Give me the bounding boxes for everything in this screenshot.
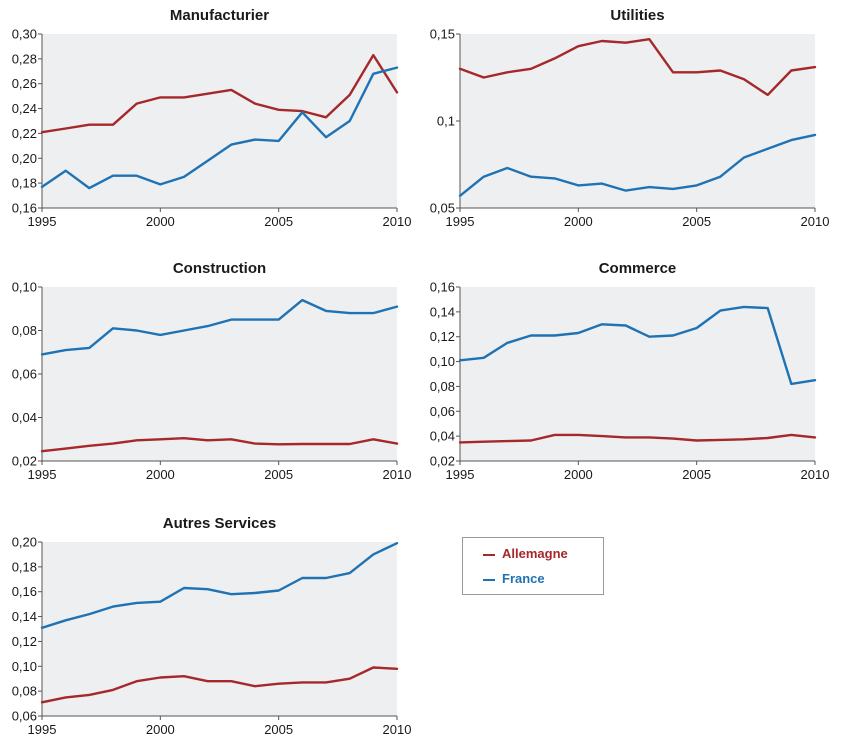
utilities-ytick-label: 0,15 xyxy=(430,27,455,42)
autres-services-ytick-label: 0,14 xyxy=(12,609,37,624)
autres-services-ytick-label: 0,12 xyxy=(12,634,37,649)
autres-services-series-france xyxy=(40,542,399,629)
legend-label-allemagne: Allemagne xyxy=(502,546,568,561)
chart-autres-services: Autres Services 0,06 0,08 0,10 0,12 0,14 0,16 0… xyxy=(12,515,412,737)
manufacturier-ytick-label: 0,30 xyxy=(12,27,37,42)
manufacturier-ytick-label: 0,28 xyxy=(12,51,37,66)
construction-ytick-label: 0,08 xyxy=(12,323,37,338)
commerce-ytick-label: 0,08 xyxy=(430,379,455,394)
commerce-ytick-label: 0,06 xyxy=(430,404,455,419)
manufacturier-xtick-label: 2005 xyxy=(264,214,293,229)
commerce-title: Commerce xyxy=(599,260,677,277)
commerce-ytick-label: 0,10 xyxy=(430,354,455,369)
autres-services-xtick-label: 2000 xyxy=(146,722,175,737)
manufacturier-ytick-label: 0,24 xyxy=(12,101,37,116)
manufacturier-ytick-label: 0,26 xyxy=(12,76,37,91)
chart-commerce: Commerce 0,02 0,04 0,06 0,08 0,10 0,12 0,14 0,16… xyxy=(430,260,830,482)
construction-ytick-label: 0,10 xyxy=(12,280,37,295)
construction-xtick-label: 2000 xyxy=(146,467,175,482)
manufacturier-series-france xyxy=(40,66,399,190)
utilities-xtick-label: 2005 xyxy=(682,214,711,229)
autres-services-plot-area xyxy=(42,542,397,716)
utilities-xtick-label: 1995 xyxy=(446,214,475,229)
commerce-xtick-label: 2005 xyxy=(682,467,711,482)
utilities-xtick-label: 2010 xyxy=(801,214,830,229)
autres-services-xtick-label: 1995 xyxy=(28,722,57,737)
commerce-ytick-label: 0,02 xyxy=(430,454,455,469)
construction-series-france xyxy=(40,298,399,356)
legend-label-france: France xyxy=(502,571,545,586)
manufacturier-xtick-label: 2000 xyxy=(146,214,175,229)
autres-services-xtick-label: 2010 xyxy=(383,722,412,737)
manufacturier-ytick-label: 0,18 xyxy=(12,176,37,191)
manufacturier-ytick-label: 0,20 xyxy=(12,151,37,166)
autres-services-ytick-label: 0,10 xyxy=(12,659,37,674)
commerce-series-allemagne xyxy=(458,433,817,444)
autres-services-ytick-label: 0,08 xyxy=(12,684,37,699)
legend-item-allemagne: Allemagne xyxy=(483,546,568,561)
construction-series-allemagne xyxy=(40,437,399,453)
utilities-plot-area xyxy=(460,34,815,208)
manufacturier-series-allemagne xyxy=(40,53,399,134)
construction-title: Construction xyxy=(173,260,266,277)
utilities-ytick-label: 0,1 xyxy=(437,114,455,129)
manufacturier-xtick-label: 1995 xyxy=(28,214,57,229)
manufacturier-xtick-label: 2010 xyxy=(383,214,412,229)
commerce-plot-area xyxy=(460,287,815,461)
utilities-ytick-label: 0,05 xyxy=(430,201,455,216)
utilities-xtick-label: 2000 xyxy=(564,214,593,229)
manufacturier-ytick-label: 0,22 xyxy=(12,126,37,141)
legend: Allemagne France xyxy=(462,537,604,595)
utilities-series-france xyxy=(458,133,817,198)
chart-construction: Construction 0,02 0,04 0,06 0,08 0,10 1995 2000… xyxy=(12,260,412,482)
manufacturier-ytick-label: 0,16 xyxy=(12,201,37,216)
commerce-ytick-label: 0,04 xyxy=(430,429,455,444)
chart-utilities: Utilities 0,05 0,1 0,15 1995 2000 2005 2010 xyxy=(430,7,830,229)
autres-services-title: Autres Services xyxy=(163,515,276,532)
autres-services-series-allemagne xyxy=(40,666,399,704)
construction-xtick-label: 1995 xyxy=(28,467,57,482)
construction-plot-area xyxy=(42,287,397,461)
commerce-series-france xyxy=(458,305,817,386)
construction-ytick-label: 0,06 xyxy=(12,367,37,382)
autres-services-ytick-label: 0,20 xyxy=(12,535,37,550)
commerce-ytick-label: 0,16 xyxy=(430,280,455,295)
construction-ytick-label: 0,04 xyxy=(12,410,37,425)
legend-swatch-allemagne xyxy=(483,553,495,556)
commerce-xtick-label: 2000 xyxy=(564,467,593,482)
autres-services-ytick-label: 0,18 xyxy=(12,559,37,574)
autres-services-ytick-label: 0,06 xyxy=(12,709,37,724)
commerce-ytick-label: 0,14 xyxy=(430,304,455,319)
autres-services-ytick-label: 0,16 xyxy=(12,584,37,599)
autres-services-xtick-label: 2005 xyxy=(264,722,293,737)
manufacturier-plot-area xyxy=(42,34,397,208)
manufacturier-title: Manufacturier xyxy=(170,7,269,24)
construction-ytick-label: 0,02 xyxy=(12,454,37,469)
chart-manufacturier: Manufacturier 0,16 0,18 0,20 0,22 0,24 0,26 0,2… xyxy=(12,7,412,229)
utilities-series-allemagne xyxy=(458,38,817,97)
legend-swatch-france xyxy=(483,578,495,581)
construction-xtick-label: 2005 xyxy=(264,467,293,482)
construction-xtick-label: 2010 xyxy=(383,467,412,482)
commerce-ytick-label: 0,12 xyxy=(430,329,455,344)
utilities-title: Utilities xyxy=(610,7,664,24)
commerce-xtick-label: 2010 xyxy=(801,467,830,482)
commerce-xtick-label: 1995 xyxy=(446,467,475,482)
legend-item-france: France xyxy=(483,571,545,586)
